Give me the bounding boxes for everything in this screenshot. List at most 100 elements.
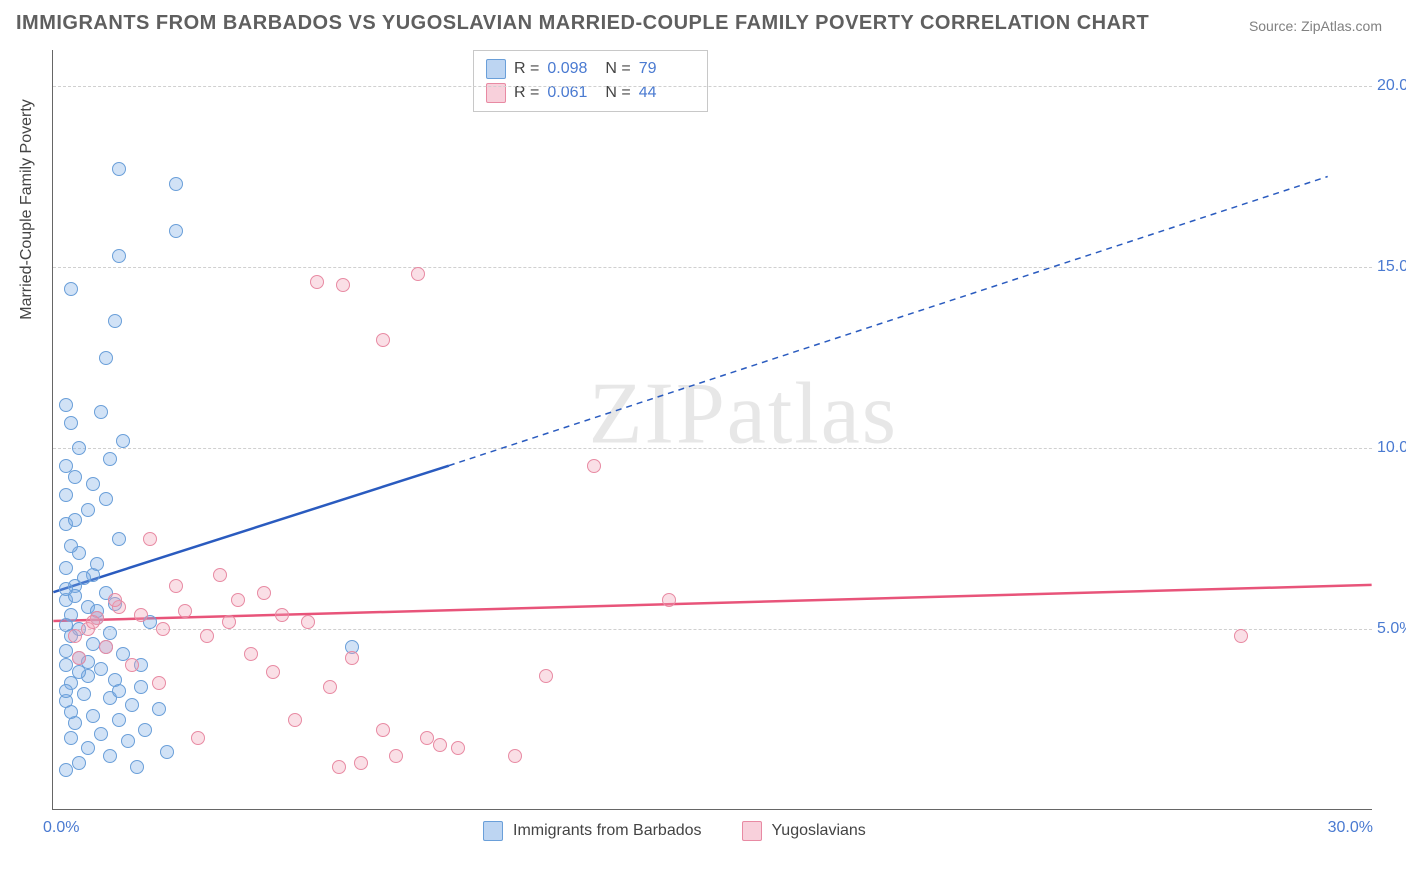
data-point: [134, 608, 148, 622]
stats-legend: R = 0.098 N = 79 R = 0.061 N = 44: [473, 50, 708, 112]
data-point: [112, 532, 126, 546]
source-attribution: Source: ZipAtlas.com: [1249, 18, 1382, 34]
data-point: [191, 731, 205, 745]
data-point: [94, 662, 108, 676]
data-point: [59, 644, 73, 658]
data-point: [59, 459, 73, 473]
data-point: [99, 640, 113, 654]
data-point: [77, 571, 91, 585]
data-point: [266, 665, 280, 679]
n-value: 79: [639, 60, 689, 78]
data-point: [156, 622, 170, 636]
data-point: [77, 687, 91, 701]
data-point: [433, 738, 447, 752]
data-point: [64, 731, 78, 745]
data-point: [169, 177, 183, 191]
data-point: [112, 684, 126, 698]
data-point: [68, 629, 82, 643]
r-label: R =: [514, 60, 539, 78]
data-point: [125, 658, 139, 672]
data-point: [143, 532, 157, 546]
data-point: [59, 763, 73, 777]
data-point: [389, 749, 403, 763]
data-point: [508, 749, 522, 763]
legend-item: Yugoslavians: [742, 821, 866, 841]
data-point: [94, 405, 108, 419]
legend-row: R = 0.061 N = 44: [486, 81, 689, 105]
data-point: [59, 561, 73, 575]
data-point: [59, 658, 73, 672]
data-point: [160, 745, 174, 759]
data-point: [72, 756, 86, 770]
data-point: [112, 162, 126, 176]
gridline: [53, 86, 1372, 87]
data-point: [72, 651, 86, 665]
data-point: [376, 723, 390, 737]
data-point: [86, 709, 100, 723]
data-point: [134, 680, 148, 694]
series-legend: Immigrants from Barbados Yugoslavians: [483, 821, 866, 841]
data-point: [108, 314, 122, 328]
data-point: [138, 723, 152, 737]
data-point: [72, 441, 86, 455]
data-point: [310, 275, 324, 289]
data-point: [169, 224, 183, 238]
x-tick-label: 0.0%: [43, 819, 79, 837]
legend-item: Immigrants from Barbados: [483, 821, 702, 841]
data-point: [64, 282, 78, 296]
data-point: [94, 727, 108, 741]
data-point: [59, 582, 73, 596]
data-point: [1234, 629, 1248, 643]
data-point: [451, 741, 465, 755]
legend-row: R = 0.098 N = 79: [486, 57, 689, 81]
data-point: [112, 713, 126, 727]
gridline: [53, 629, 1372, 630]
data-point: [178, 604, 192, 618]
y-tick-label: 20.0%: [1377, 77, 1406, 95]
legend-swatch: [483, 821, 503, 841]
data-point: [103, 452, 117, 466]
watermark: ZIPatlas: [589, 364, 898, 465]
plot-area: ZIPatlas R = 0.098 N = 79 R = 0.061 N = …: [52, 50, 1372, 810]
data-point: [587, 459, 601, 473]
data-point: [103, 626, 117, 640]
data-point: [59, 684, 73, 698]
legend-label: Immigrants from Barbados: [513, 822, 702, 840]
data-point: [231, 593, 245, 607]
data-point: [275, 608, 289, 622]
data-point: [81, 503, 95, 517]
data-point: [332, 760, 346, 774]
chart-container: IMMIGRANTS FROM BARBADOS VS YUGOSLAVIAN …: [0, 0, 1406, 892]
data-point: [323, 680, 337, 694]
data-point: [376, 333, 390, 347]
chart-title: IMMIGRANTS FROM BARBADOS VS YUGOSLAVIAN …: [16, 12, 1149, 35]
n-label: N =: [605, 60, 630, 78]
data-point: [345, 651, 359, 665]
y-tick-label: 15.0%: [1377, 258, 1406, 276]
data-point: [288, 713, 302, 727]
data-point: [64, 539, 78, 553]
data-point: [354, 756, 368, 770]
data-point: [539, 669, 553, 683]
gridline: [53, 267, 1372, 268]
legend-swatch: [742, 821, 762, 841]
data-point: [59, 488, 73, 502]
data-point: [68, 513, 82, 527]
gridline: [53, 448, 1372, 449]
data-point: [200, 629, 214, 643]
data-point: [169, 579, 183, 593]
data-point: [152, 676, 166, 690]
data-point: [152, 702, 166, 716]
data-point: [99, 492, 113, 506]
legend-swatch: [486, 59, 506, 79]
data-point: [81, 741, 95, 755]
data-point: [244, 647, 258, 661]
data-point: [108, 593, 122, 607]
data-point: [301, 615, 315, 629]
data-point: [86, 637, 100, 651]
y-axis-label: Married-Couple Family Poverty: [18, 99, 36, 320]
data-point: [86, 615, 100, 629]
y-tick-label: 10.0%: [1377, 439, 1406, 457]
data-point: [64, 705, 78, 719]
data-point: [64, 416, 78, 430]
